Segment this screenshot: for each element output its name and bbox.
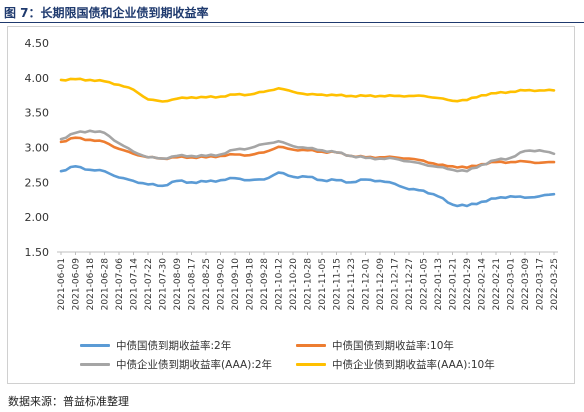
x-tick-label: 2022-03-09 [521,258,531,311]
x-tick-label: 2021-12-09 [376,258,386,311]
x-tick-label: 2022-03-25 [550,258,560,310]
x-tick-label: 2021-06-09 [72,258,82,311]
x-tick-label: 2021-07-06 [115,258,125,311]
title-underline [0,22,584,23]
y-tick-label: 1.50 [25,246,50,259]
x-tick-label: 2021-12-17 [391,258,401,310]
x-tick-label: 2021-06-01 [57,258,67,310]
x-tick-label: 2022-01-29 [463,258,473,311]
x-tick-label: 2021-07-30 [159,258,169,311]
x-tick-label: 2021-07-14 [130,258,140,311]
x-tick-label: 2021-09-02 [217,258,227,310]
x-tick-label: 2021-10-12 [275,258,285,310]
x-tick-label: 2021-07-22 [144,258,154,310]
series-line-0 [59,165,556,208]
x-tick-label: 2021-06-28 [101,258,111,311]
x-tick-label: 2021-12-27 [405,258,415,310]
series-line-2 [59,129,556,173]
x-tick-label: 2022-01-21 [449,258,459,310]
y-tick-label: 4.50 [25,37,50,50]
figure-title: 图 7：长期限国债和企业债到期收益率 [4,6,209,20]
x-tick-label: 2021-11-15 [333,258,343,310]
x-tick-label: 2021-09-10 [231,258,241,311]
x-tick-label: 2021-08-25 [202,258,212,310]
x-tick-label: 2021-10-28 [304,258,314,311]
series-line-3 [59,77,556,103]
x-tick-label: 2021-11-23 [347,258,357,310]
x-tick-label: 2021-10-20 [289,258,299,311]
y-tick-label: 2.50 [25,176,50,189]
x-tick-label: 2022-02-14 [478,258,488,311]
y-tick-label: 2.00 [25,211,50,224]
x-tick-label: 2022-01-05 [420,258,430,310]
x-tick-label: 2021-06-18 [86,258,96,311]
x-tick-label: 2022-03-01 [507,258,517,310]
x-tick-label: 2021-09-18 [246,258,256,311]
x-tick-label: 2021-12-01 [362,258,372,310]
x-tick-label: 2022-02-21 [492,258,502,310]
x-tick-label: 2022-03-17 [536,258,546,310]
y-tick-label: 3.50 [25,107,50,120]
source-note: 数据来源：普益标准整理 [8,395,129,408]
x-tick-label: 2022-01-13 [434,258,444,310]
chart-frame [7,26,575,384]
x-tick-label: 2021-08-09 [173,258,183,311]
x-tick-label: 2021-08-17 [188,258,198,310]
x-tick-label: 2021-11-05 [318,258,328,310]
y-tick-label: 3.00 [25,142,50,155]
x-tick-label: 2021-09-28 [260,258,270,311]
y-tick-label: 4.00 [25,72,50,85]
